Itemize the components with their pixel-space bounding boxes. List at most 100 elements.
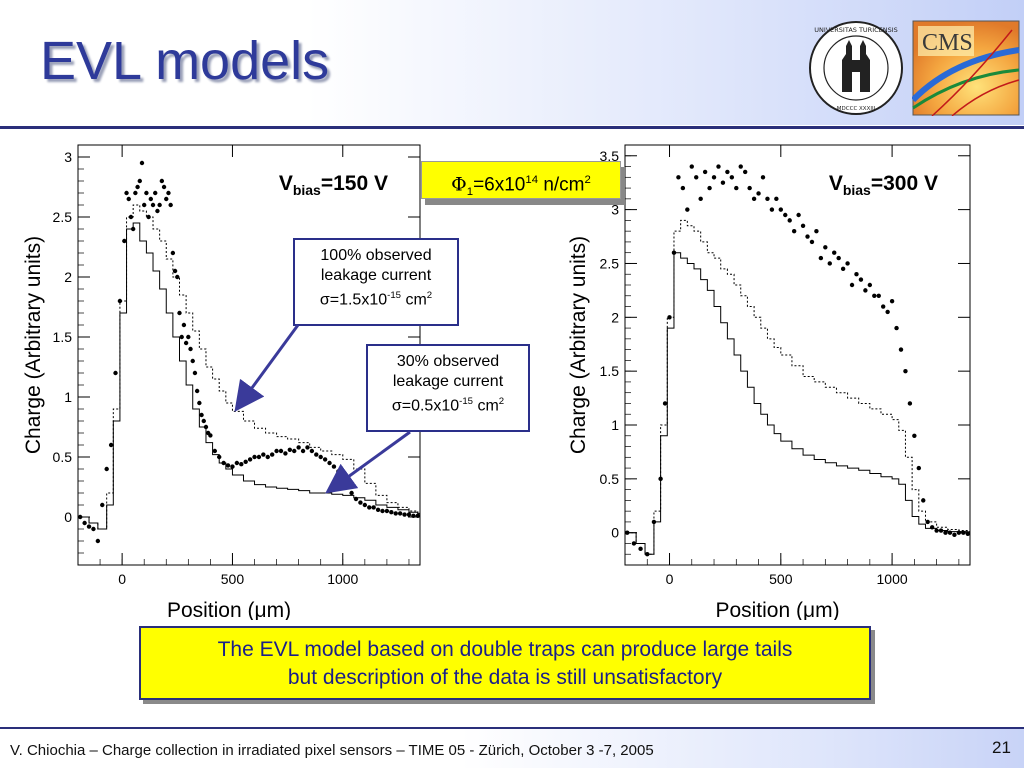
data-point — [305, 445, 310, 450]
data-point — [135, 184, 140, 190]
y-tick-label: 2 — [611, 309, 619, 325]
data-point — [880, 304, 886, 309]
footer-text: V. Chiochia – Charge collection in irrad… — [10, 742, 654, 759]
data-point — [840, 266, 846, 272]
data-point — [188, 346, 193, 352]
data-point — [751, 196, 757, 202]
data-point — [380, 508, 385, 514]
data-point — [823, 245, 828, 250]
data-point — [327, 460, 332, 466]
data-point — [212, 448, 217, 454]
annotation-100-unit-exp: 2 — [426, 290, 433, 301]
y-tick-label: 2 — [64, 269, 72, 285]
annotation-30-unit-exp: 2 — [498, 396, 505, 407]
x-tick-label: 500 — [769, 571, 793, 587]
data-point — [406, 512, 412, 517]
data-point — [898, 347, 904, 352]
data-point — [108, 442, 114, 448]
bias-voltage-label: Vbias=150 V — [279, 172, 388, 198]
fluence-label: Φ1=6x1014 n/cm2 — [421, 161, 621, 199]
annotation-30-line2: leakage current — [392, 373, 504, 390]
data-point — [725, 169, 730, 175]
annotation-30-sigma-value: σ=0.5x10 — [391, 397, 460, 415]
data-point — [117, 298, 123, 304]
data-point — [300, 448, 306, 454]
simulation-dotted-histogram — [627, 219, 970, 555]
data-point — [397, 511, 403, 516]
data-point — [662, 401, 668, 406]
data-point — [287, 447, 293, 452]
data-point — [161, 184, 167, 190]
data-point — [814, 228, 819, 234]
data-point — [818, 255, 824, 261]
data-point — [943, 530, 948, 535]
data-point — [164, 196, 169, 202]
footer-band — [0, 729, 1024, 768]
annotation-100-unit: cm — [401, 291, 427, 309]
fluence-value: =6x10 — [473, 174, 526, 196]
data-point — [863, 288, 868, 293]
data-point — [716, 164, 721, 169]
annotation-30-exp: -15 — [459, 396, 473, 407]
data-point — [689, 164, 694, 169]
data-point — [336, 469, 341, 474]
data-point — [86, 524, 92, 529]
data-point — [787, 218, 792, 223]
uzh-seal-year: MDCCC XXXIII — [837, 106, 876, 112]
data-point — [638, 546, 643, 552]
slide-title: EVL models — [40, 31, 330, 91]
plot-frame — [624, 144, 971, 566]
data-point — [192, 370, 198, 376]
data-point — [827, 261, 832, 266]
data-point — [685, 207, 690, 212]
data-point — [150, 202, 156, 208]
data-point — [113, 370, 118, 376]
data-point — [181, 322, 187, 328]
data-point — [309, 448, 315, 454]
data-point — [177, 310, 182, 316]
data-point — [344, 484, 350, 490]
data-point — [91, 526, 96, 532]
data-point — [783, 212, 788, 218]
fluence-exponent: 14 — [525, 174, 539, 186]
data-point — [190, 358, 195, 364]
data-point — [349, 490, 354, 496]
y-tick-label: 1.5 — [53, 329, 73, 345]
data-point — [411, 513, 416, 518]
data-point — [243, 459, 248, 464]
data-point — [774, 196, 779, 202]
data-point — [122, 238, 127, 244]
x-tick-label: 0 — [118, 571, 126, 587]
data-point — [157, 202, 162, 208]
data-point — [729, 175, 735, 180]
data-point — [384, 508, 390, 514]
data-point — [845, 261, 850, 266]
data-point — [292, 448, 297, 454]
data-point — [331, 464, 337, 469]
y-tick-label: 3.5 — [600, 148, 620, 164]
y-tick-label: 1.5 — [600, 363, 620, 379]
y-tick-label: 0 — [64, 509, 72, 525]
data-point — [680, 185, 686, 191]
data-point — [711, 175, 717, 180]
annotation-100-sigma-value: σ=1.5x10 — [319, 291, 388, 309]
charge-profile-plot-300v: 0 0.5 1 1.5 2 2.5 3 3.5 0 500 1000 Vbias=300 V Posit… — [567, 144, 971, 620]
data-point — [201, 418, 206, 424]
x-tick-label: 1000 — [877, 571, 908, 587]
bias-label-sub: bias — [293, 182, 321, 198]
data-point — [867, 282, 873, 288]
footer-divider — [0, 727, 1024, 729]
data-point — [194, 388, 200, 394]
data-point — [137, 178, 142, 184]
data-point — [128, 214, 134, 220]
data-point — [631, 541, 637, 546]
data-point — [858, 277, 864, 282]
x-axis-label: Position (μm) — [715, 599, 839, 620]
simulation-solid-histogram — [80, 222, 420, 530]
data-point — [261, 452, 266, 457]
data-point — [903, 368, 908, 374]
page-number: 21 — [992, 738, 1011, 757]
x-tick-label: 1000 — [327, 571, 358, 587]
data-point — [876, 293, 881, 298]
data-point — [393, 511, 398, 516]
